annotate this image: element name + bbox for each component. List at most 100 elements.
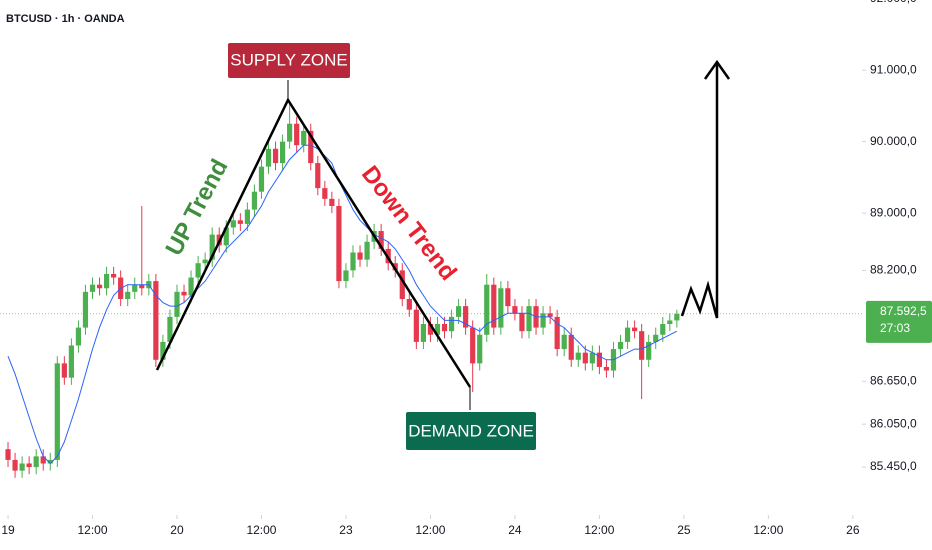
last-price-label: 87.592,5 bbox=[880, 304, 927, 318]
candle-body bbox=[512, 306, 518, 314]
demand-zone-box bbox=[406, 412, 536, 450]
demand-zone-label: DEMAND ZONE bbox=[408, 421, 534, 440]
candle-body bbox=[89, 284, 96, 292]
candle-body bbox=[209, 234, 215, 260]
candle-body bbox=[26, 463, 32, 468]
y-tick-label: 86.050,0 bbox=[870, 416, 917, 430]
candle-body bbox=[519, 313, 525, 332]
candle-body bbox=[230, 220, 236, 228]
candle-body bbox=[279, 141, 286, 164]
candle-body bbox=[251, 191, 258, 210]
x-tick-label: 12:00 bbox=[246, 523, 276, 537]
candle-body bbox=[420, 324, 426, 342]
candle-body bbox=[603, 366, 610, 371]
candle-body bbox=[294, 123, 300, 146]
arrow-head bbox=[703, 59, 731, 80]
candle-body bbox=[329, 198, 335, 206]
candle-body bbox=[639, 331, 645, 360]
y-tick-label: 90.000,0 bbox=[870, 134, 917, 148]
candle-body bbox=[132, 284, 138, 292]
candle-body bbox=[96, 284, 103, 289]
candle-body bbox=[448, 316, 455, 332]
candle-body bbox=[632, 327, 638, 332]
candle-body bbox=[350, 252, 356, 271]
candle-body bbox=[441, 324, 448, 332]
supply-zone-label: SUPPLY ZONE bbox=[230, 50, 347, 69]
candle-body bbox=[624, 327, 631, 342]
candle-body bbox=[82, 291, 89, 328]
candle-body bbox=[498, 288, 504, 328]
candle-body bbox=[181, 291, 187, 296]
candle-body bbox=[315, 163, 321, 189]
x-tick-label: 24 bbox=[508, 523, 522, 537]
candle-body bbox=[188, 277, 194, 296]
x-tick-label: 12:00 bbox=[415, 523, 445, 537]
candle-body bbox=[343, 270, 349, 282]
symbol-title: BTCUSD · 1h · OANDA bbox=[6, 13, 125, 25]
countdown-label: 27:03 bbox=[880, 321, 910, 335]
y-tick-label: 86.650,0 bbox=[870, 373, 917, 387]
candle-body bbox=[427, 324, 434, 335]
candle-body bbox=[561, 334, 567, 350]
x-tick-label: 25 bbox=[677, 523, 691, 537]
candle-body bbox=[406, 298, 412, 310]
candle-body bbox=[40, 456, 46, 464]
candle-body bbox=[589, 352, 595, 364]
candle-body bbox=[160, 341, 166, 360]
candle-body bbox=[33, 456, 39, 468]
candle-body bbox=[244, 209, 250, 224]
candle-body bbox=[61, 363, 67, 378]
candle-body bbox=[484, 284, 490, 335]
candle-body bbox=[617, 341, 624, 350]
candle-body bbox=[68, 345, 74, 378]
candle-body bbox=[103, 273, 110, 289]
x-tick-label: 26 bbox=[846, 523, 860, 537]
candle-body bbox=[491, 284, 497, 328]
candle-body bbox=[646, 341, 652, 360]
candle-body bbox=[153, 281, 159, 360]
candle-body bbox=[357, 252, 363, 260]
candle-body bbox=[582, 352, 588, 364]
candle-body bbox=[554, 316, 560, 350]
candle-body bbox=[596, 352, 603, 367]
candle-body bbox=[111, 273, 117, 278]
candle-body bbox=[139, 284, 145, 289]
candle-body bbox=[653, 334, 659, 342]
candle-body bbox=[463, 306, 469, 328]
y-tick-label: 92.000,0 bbox=[870, 0, 917, 5]
supply-zone-box bbox=[228, 43, 350, 78]
candle-body bbox=[336, 206, 342, 282]
candle-body bbox=[167, 316, 173, 342]
drawings bbox=[155, 59, 731, 410]
y-tick-label: 89.000,0 bbox=[870, 205, 917, 219]
candle-body bbox=[455, 306, 462, 317]
candle-body bbox=[47, 459, 53, 464]
x-tick-label: 12:00 bbox=[753, 523, 783, 537]
candle-body bbox=[125, 291, 131, 299]
candle-body bbox=[364, 241, 370, 260]
candle-body bbox=[575, 352, 581, 360]
x-tick-label: 12:00 bbox=[77, 523, 107, 537]
candle-body bbox=[399, 270, 405, 299]
candle-body bbox=[505, 288, 511, 307]
candle-body bbox=[434, 324, 441, 335]
candle-body bbox=[265, 148, 272, 167]
candle-body bbox=[568, 334, 574, 360]
candle-body bbox=[258, 166, 265, 192]
candle-body bbox=[526, 306, 532, 332]
candle-body bbox=[272, 148, 279, 164]
y-tick-label: 85.450,0 bbox=[870, 459, 917, 473]
last-price-box bbox=[866, 300, 932, 343]
candle-body bbox=[202, 259, 208, 264]
x-tick-label: 20 bbox=[170, 523, 184, 537]
candle-body bbox=[174, 291, 180, 317]
candle-body bbox=[660, 324, 666, 335]
candle-body bbox=[378, 231, 384, 249]
candle-body bbox=[223, 227, 229, 246]
candle-body bbox=[322, 188, 328, 199]
candle-body bbox=[301, 130, 307, 146]
candle-body bbox=[237, 220, 243, 224]
candle-body bbox=[308, 130, 314, 164]
